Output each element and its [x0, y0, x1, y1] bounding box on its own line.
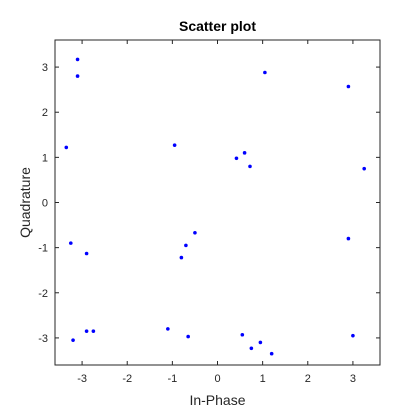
y-tick-label: 1	[42, 152, 48, 164]
x-axis-label: In-Phase	[189, 392, 245, 408]
scatter-point	[234, 156, 239, 161]
scatter-point	[240, 332, 245, 337]
data-points	[64, 57, 367, 356]
x-tick-label: -3	[77, 373, 87, 385]
y-tick-label: 2	[42, 107, 48, 119]
chart-title: Scatter plot	[179, 18, 256, 34]
scatter-point	[179, 255, 184, 260]
scatter-point	[91, 329, 96, 333]
plot-area-box	[54, 39, 381, 366]
scatter-point	[249, 346, 254, 351]
scatter-point	[362, 166, 367, 171]
scatter-point	[258, 340, 263, 345]
scatter-point	[193, 230, 197, 235]
scatter-point	[64, 145, 69, 150]
scatter-point	[186, 334, 190, 339]
x-tick-label: -2	[122, 373, 132, 385]
scatter-point	[269, 351, 274, 356]
x-tick-label: -1	[167, 373, 177, 385]
y-axis-label: Quadrature	[17, 167, 33, 238]
x-tick-label: 2	[305, 373, 311, 385]
scatter-point	[166, 327, 170, 331]
scatter-point	[248, 164, 252, 169]
y-tick-label: 3	[42, 62, 48, 74]
x-tick-label: 1	[260, 373, 266, 385]
scatter-point	[68, 241, 73, 245]
scatter-point	[184, 243, 188, 248]
scatter-point	[71, 338, 75, 342]
scatter-point	[242, 151, 247, 155]
x-tick-label: 3	[350, 373, 356, 385]
axes: -3 -2 -1 0 1 2 3 -3 -2 -1 0 1 2 3	[38, 39, 381, 385]
x-tick-label: 0	[214, 373, 220, 385]
scatter-point	[84, 251, 89, 256]
y-tick-label: 0	[42, 198, 48, 210]
y-tick-label: -1	[38, 243, 48, 255]
scatter-point	[75, 57, 80, 62]
scatter-point	[84, 329, 89, 333]
y-tick-label: -2	[38, 288, 48, 300]
scatter-point	[172, 143, 177, 147]
scatter-point	[75, 74, 80, 78]
y-tick-label: -3	[38, 333, 48, 345]
scatter-point	[351, 333, 355, 338]
scatter-point	[263, 70, 267, 75]
scatter-point	[346, 84, 351, 89]
scatter-point	[346, 236, 351, 241]
